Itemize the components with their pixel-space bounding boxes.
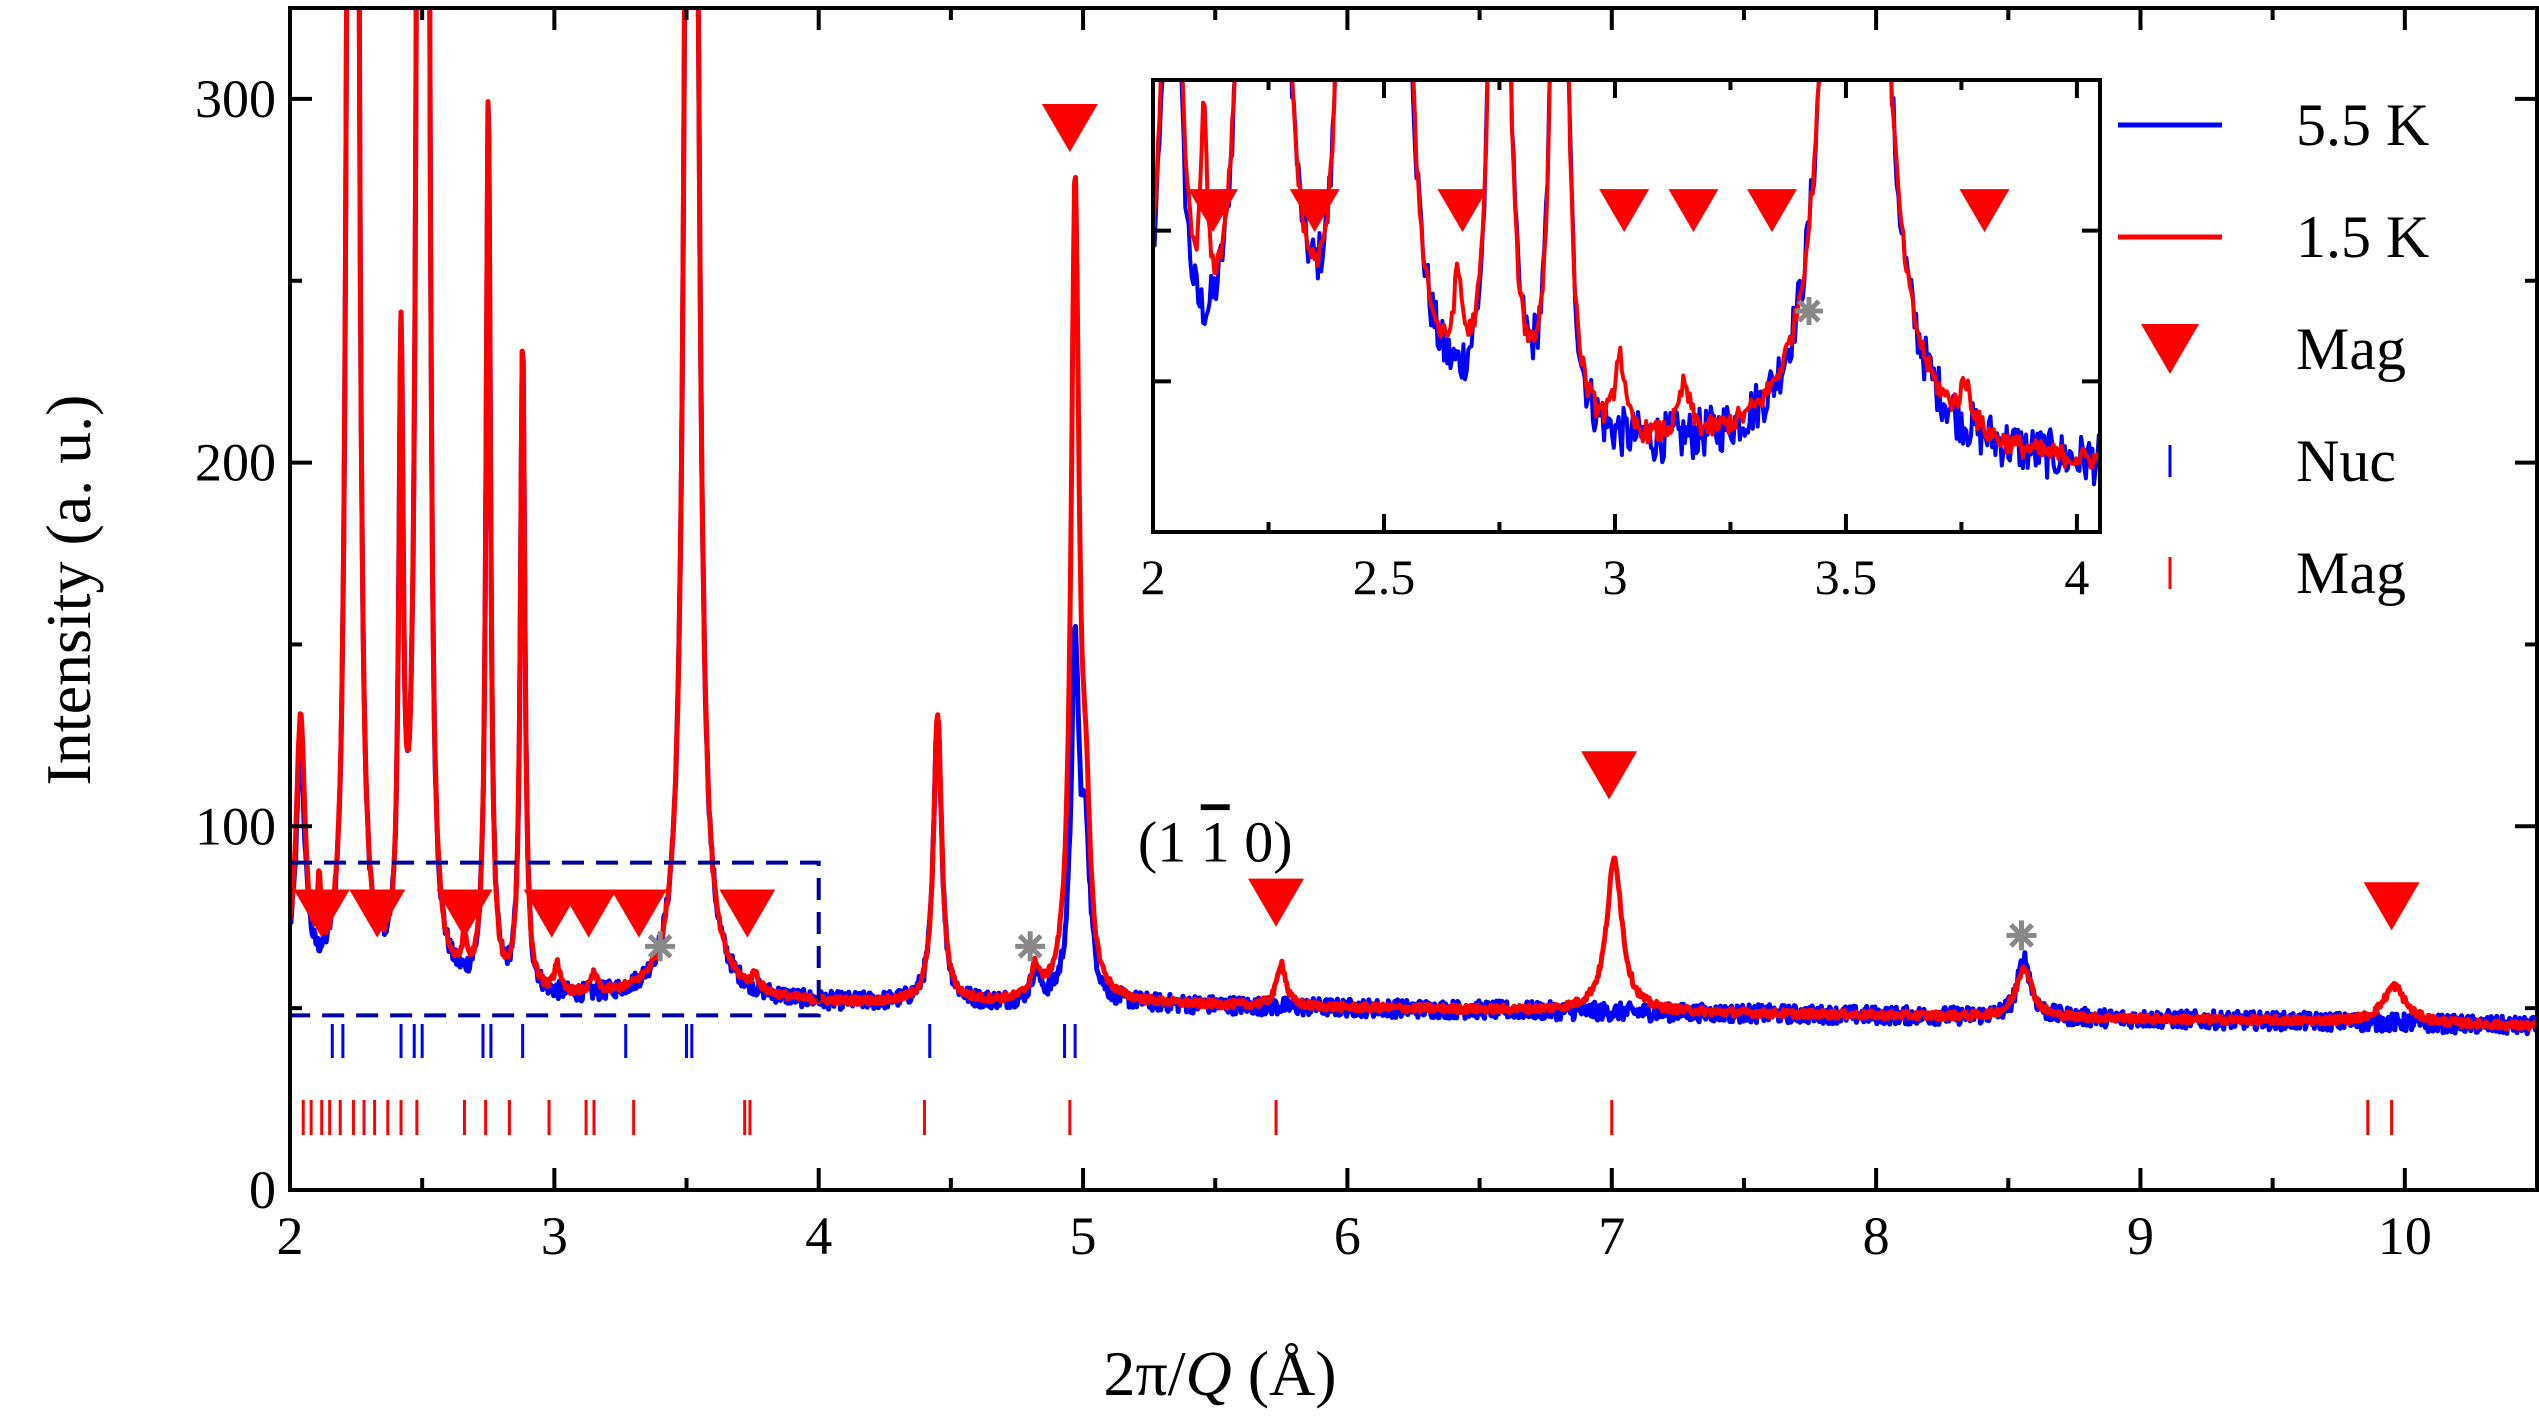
mag-triangle-10	[2363, 882, 2420, 931]
inset-mag-triangle-1	[1289, 189, 1340, 233]
inset-mag-triangle-4	[1668, 189, 1719, 233]
inset-frame	[1151, 78, 2102, 534]
mag-triangle-7	[1041, 103, 1098, 153]
mag-triangle-4	[560, 889, 617, 938]
inset-x-tick-label: 3	[1602, 549, 1627, 605]
inset-series-line-1-5-K	[1153, 80, 2100, 470]
peak-label-part: 0)	[1230, 809, 1293, 874]
impurity-asterisk-2	[2006, 920, 2037, 951]
peak-label-bar-index: 1	[1201, 809, 1230, 874]
x-axis-label: 2π/Q (Å)	[1103, 1338, 1336, 1409]
inset-mag-triangle-2	[1437, 189, 1488, 233]
impurity-asterisk-0	[645, 931, 676, 962]
legend-label-1: 1.5 K	[2296, 204, 2429, 270]
y-tick-label: 300	[195, 69, 276, 129]
mag-triangle-6	[719, 889, 776, 938]
mag-triangle-3	[523, 889, 580, 938]
x-tick-label: 2	[277, 1206, 304, 1266]
series-line-1-5-K	[290, 8, 2537, 1032]
y-tick-label: 200	[195, 433, 276, 493]
inset-asterisk-0	[1794, 297, 1823, 326]
x-tick-label: 7	[1598, 1206, 1625, 1266]
legend-mag-triangle	[2141, 324, 2199, 374]
y-axis-label: Intensity (a. u.)	[33, 395, 104, 786]
inset-background	[1153, 80, 2100, 532]
x-tick-label: 8	[1863, 1206, 1890, 1266]
inset-mag-triangle-0	[1188, 189, 1239, 233]
inset-mag-triangle-5	[1747, 189, 1798, 233]
x-tick-label: 10	[2378, 1206, 2432, 1266]
inset-mag-triangle-3	[1599, 189, 1650, 233]
inset-x-tick-label: 2	[1141, 549, 1166, 605]
mag-triangle-5	[610, 889, 667, 938]
y-tick-label: 0	[249, 1160, 276, 1220]
peak-label-1-bar1-0: (1 1 0)	[1138, 809, 1293, 874]
inset-x-tick-label: 3.5	[1815, 549, 1878, 605]
y-tick-label: 100	[195, 796, 276, 856]
main-plot-frame	[288, 6, 2539, 1192]
legend-label-3: Nuc	[2296, 428, 2396, 494]
peak-label-part: (1	[1138, 809, 1201, 874]
inset-plot: 2 2.5 3 3.5 4	[1141, 78, 2102, 605]
asterisk-stroke	[647, 933, 673, 959]
asterisk-stroke	[1017, 933, 1043, 959]
inset-axes: 2 2.5 3 3.5 4	[1141, 80, 2100, 605]
main-data-area	[290, 8, 2537, 1037]
main-annotations: (1 1 0)	[288, 103, 2420, 1135]
mag-triangle-2	[436, 889, 493, 938]
inset-mag-triangle-6	[1959, 189, 2010, 233]
asterisk-stroke	[1797, 299, 1821, 323]
legend-label-2: Mag	[2296, 316, 2406, 382]
legend-label-0: 5.5 K	[2296, 92, 2429, 158]
x-tick-label: 9	[2127, 1206, 2154, 1266]
mag-triangle-1	[349, 889, 406, 938]
x-tick-label: 6	[1334, 1206, 1361, 1266]
x-tick-label: 3	[541, 1206, 568, 1266]
inset-data-area	[1153, 80, 2100, 487]
inset-x-tick-label: 2.5	[1353, 549, 1416, 605]
mag-triangle-0	[293, 889, 350, 938]
impurity-asterisk-1	[1015, 931, 1046, 962]
x-tick-label: 5	[1070, 1206, 1097, 1266]
legend: 5.5 K 1.5 K Mag Nuc Mag	[2118, 92, 2429, 606]
inset-x-tick-label: 4	[2064, 549, 2089, 605]
x-tick-label: 4	[805, 1206, 832, 1266]
asterisk-stroke	[2009, 923, 2034, 948]
mag-triangle-9	[1581, 751, 1638, 800]
legend-label-4: Mag	[2296, 540, 2406, 606]
mag-triangle-8	[1248, 878, 1305, 927]
